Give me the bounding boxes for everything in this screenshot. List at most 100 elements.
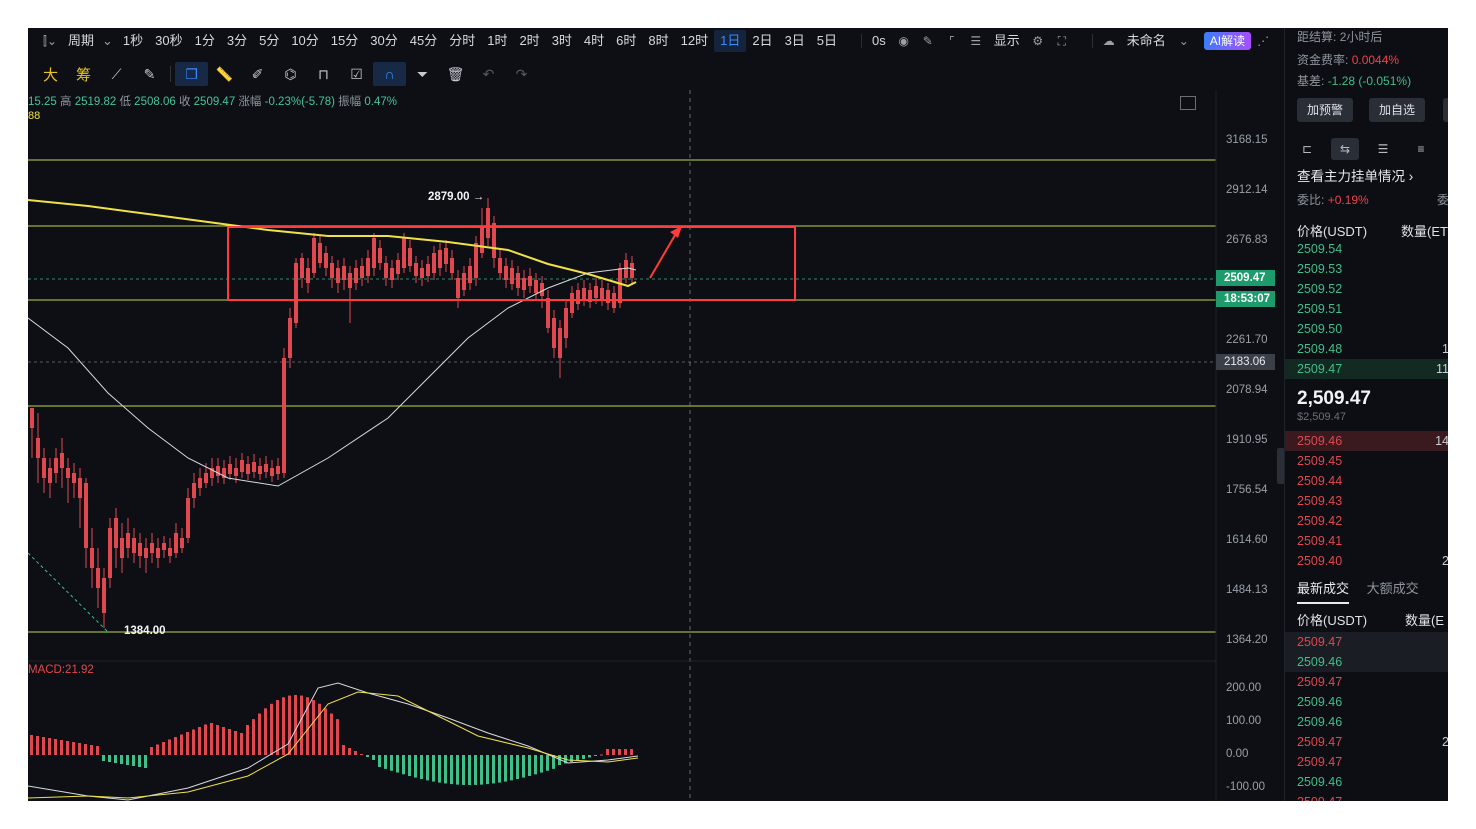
magnet-icon[interactable]: ∩ — [373, 62, 406, 86]
period-tab[interactable]: 2日 — [752, 33, 773, 48]
ask-row[interactable]: 2509.51 — [1285, 299, 1448, 319]
trade-row[interactable]: 2509.46 — [1285, 692, 1448, 712]
trade-row[interactable]: 2509.47 — [1285, 792, 1448, 801]
share-icon[interactable]: ⋰ — [1257, 34, 1270, 48]
tool-chips[interactable]: 筹 — [75, 66, 91, 84]
chart-area[interactable]: 2879.00 → 1384.00 ⫿⌄ 周期 ⌄ 1秒 30秒 1分 3分 5分 10分 15分… — [28, 28, 1285, 801]
bid-row[interactable]: 2509.42 — [1285, 511, 1448, 531]
trade-row[interactable]: 2509.47 — [1285, 632, 1448, 652]
candle-body — [306, 268, 310, 283]
chevron-down-icon[interactable]: ⌄ — [1178, 34, 1189, 48]
period-tab[interactable]: 3时 — [551, 33, 572, 48]
ask-row[interactable]: 2509.53 — [1285, 259, 1448, 279]
period-tab[interactable]: 6时 — [616, 33, 637, 48]
bid-row[interactable]: 2509.45 — [1285, 451, 1448, 471]
main-orders-link[interactable]: 查看主力挂单情况 › — [1297, 169, 1414, 184]
redo-icon[interactable]: ↷ — [515, 65, 528, 82]
panel-collapse-handle[interactable] — [1277, 448, 1285, 484]
period-tab[interactable]: 分时 — [449, 33, 476, 48]
macd-bar — [372, 755, 375, 760]
pen-tool-icon[interactable]: ✎ — [143, 65, 156, 82]
ask-row[interactable]: 2509.47 11 — [1285, 359, 1448, 379]
order-qty: 11 — [1436, 362, 1448, 376]
binoculars-icon[interactable]: ⌬ — [284, 65, 297, 82]
bid-row[interactable]: 2509.43 — [1285, 491, 1448, 511]
frame-icon[interactable]: ⌜ — [948, 34, 955, 48]
period-tab[interactable]: 1秒 — [122, 33, 144, 48]
edit-note-icon[interactable]: ☑ — [350, 65, 363, 82]
ask-row[interactable]: 2509.52 — [1285, 279, 1448, 299]
tab-latest-trades[interactable]: 最新成交 — [1297, 581, 1350, 604]
ask-row[interactable]: 2509.50 — [1285, 319, 1448, 339]
trade-row[interactable]: 2509.47 — [1285, 752, 1448, 772]
period-tab[interactable]: 3分 — [226, 33, 248, 48]
cloud-icon[interactable]: ☁ — [1102, 34, 1115, 48]
display-menu[interactable]: 显示 — [993, 33, 1020, 48]
ai-analysis-button[interactable]: AI解读 — [1203, 32, 1252, 50]
more-button[interactable] — [1443, 98, 1448, 122]
bid-row[interactable]: 2509.44 — [1285, 471, 1448, 491]
macd-bar — [222, 727, 225, 755]
ask-row[interactable]: 2509.48 1 — [1285, 339, 1448, 359]
period-tab[interactable]: 3日 — [784, 33, 805, 48]
candle-body — [342, 266, 346, 280]
period-tab[interactable]: 1分 — [194, 33, 215, 48]
candle-body — [450, 258, 454, 273]
macd-bar — [558, 755, 561, 765]
period-dropdown[interactable]: 周期 — [68, 33, 95, 48]
macd-axis-label: 0.00 — [1226, 748, 1249, 760]
period-tab[interactable]: 30分 — [370, 33, 398, 48]
trade-row[interactable]: 2509.47 — [1285, 672, 1448, 692]
macd-bar — [540, 755, 543, 773]
add-alert-button[interactable]: 加预警 — [1297, 98, 1354, 122]
view-bids-icon[interactable]: ≡ — [1417, 142, 1425, 156]
undo-icon[interactable]: ↶ — [482, 65, 495, 82]
trade-row[interactable]: 2509.46 — [1285, 712, 1448, 732]
view-both-icon[interactable]: ⊏ — [1301, 142, 1313, 156]
trade-row[interactable]: 2509.46 — [1285, 772, 1448, 792]
period-tab[interactable]: 15分 — [330, 33, 359, 48]
period-tab[interactable]: 1时 — [487, 33, 508, 48]
period-tab[interactable]: 5分 — [259, 33, 280, 48]
period-tab[interactable]: 30秒 — [155, 33, 183, 48]
period-tab[interactable]: 12时 — [680, 33, 709, 48]
macd-bar — [348, 748, 351, 755]
settings-icon[interactable]: ⚙ — [1032, 34, 1044, 48]
ruler-icon[interactable]: 📏 — [215, 65, 234, 82]
copy-layout-icon[interactable]: ❐ — [175, 62, 208, 86]
bid-row[interactable]: 2509.46 14 — [1285, 431, 1448, 451]
fullscreen-icon[interactable]: ⛶ — [1057, 33, 1066, 48]
trade-row[interactable]: 2509.47 2 — [1285, 732, 1448, 752]
countdown-label[interactable]: 0s — [872, 33, 886, 48]
candle-body — [48, 468, 52, 483]
view-asks-icon[interactable]: ☰ — [1377, 142, 1389, 156]
period-tab[interactable]: 2时 — [519, 33, 540, 48]
add-watchlist-button[interactable]: 加自选 — [1369, 98, 1426, 122]
bid-row[interactable]: 2509.41 — [1285, 531, 1448, 551]
pen-icon[interactable]: ✎ — [922, 34, 933, 48]
period-tab[interactable]: 5日 — [816, 33, 838, 48]
period-tab[interactable]: 45分 — [409, 33, 438, 48]
list-icon[interactable]: ☰ — [970, 34, 982, 48]
layout-name[interactable]: 未命名 — [1126, 33, 1166, 48]
tab-large-trades[interactable]: 大额成交 — [1366, 581, 1419, 596]
filter-icon[interactable]: ⏷ — [416, 65, 429, 82]
trade-row[interactable]: 2509.46 — [1285, 652, 1448, 672]
brush-icon[interactable]: ✐ — [251, 65, 264, 82]
period-tab[interactable]: 1日 — [714, 30, 747, 52]
draw-settings-icon[interactable]: ⟋ — [111, 65, 122, 82]
camera-icon[interactable]: ◉ — [898, 34, 909, 48]
lock-icon[interactable]: ⊓ — [318, 65, 329, 82]
chart-type-icon[interactable]: ⫿⌄ — [43, 33, 57, 48]
view-split-icon[interactable]: ⇆ — [1331, 138, 1359, 160]
bid-row[interactable]: 2509.40 2 — [1285, 551, 1448, 571]
macd-bar — [390, 755, 393, 771]
price-chart[interactable]: 2879.00 → 1384.00 — [28, 28, 1284, 801]
period-tab[interactable]: 8时 — [648, 33, 669, 48]
tool-large[interactable]: 大 — [42, 66, 58, 84]
expand-icon[interactable] — [1180, 96, 1196, 110]
ask-row[interactable]: 2509.54 — [1285, 239, 1448, 259]
period-tab[interactable]: 10分 — [291, 33, 319, 48]
period-tab[interactable]: 4时 — [583, 33, 605, 48]
trash-icon[interactable]: 🗑 — [446, 65, 465, 82]
